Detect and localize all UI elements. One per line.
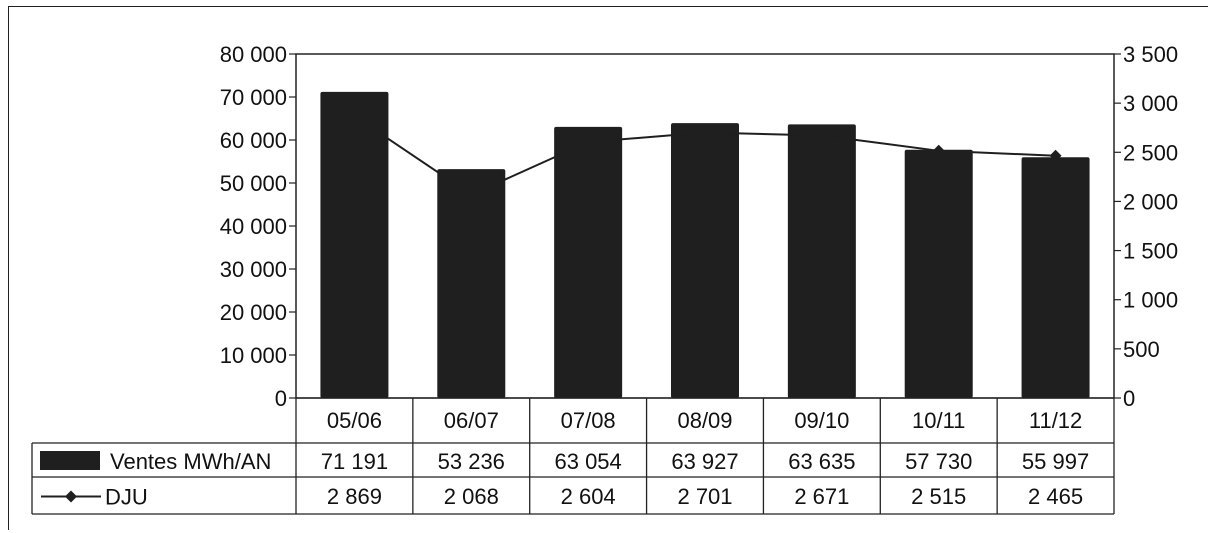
bar-value-label: 63 927 (671, 449, 738, 474)
dju-value-label: 2 701 (677, 484, 732, 509)
bar-value-label: 71 191 (321, 449, 388, 474)
category-label: 09/10 (794, 408, 849, 433)
data-table: 05/06 06/07 07/08 08/09 09/10 10/11 11/12 Vente… (31, 397, 1115, 515)
right-tick-label: 3 000 (1123, 91, 1178, 116)
right-tick-label: 0 (1123, 386, 1135, 411)
combo-chart: 0 10 000 20 000 30 000 40 000 50 000 60 000 70 … (31, 42, 1178, 515)
category-label: 06/07 (444, 408, 499, 433)
bar-value-label: 53 236 (438, 449, 505, 474)
category-label: 10/11 (912, 408, 965, 433)
left-tick-label: 0 (275, 386, 287, 411)
left-tick-label: 60 000 (220, 128, 287, 153)
dju-value-label: 2 515 (911, 484, 966, 509)
dju-value-label: 2 604 (561, 484, 616, 509)
legend-line-marker (65, 490, 77, 503)
bar-07-08 (554, 126, 623, 398)
dju-point-07-08 (582, 136, 595, 149)
dju-point-09-10 (815, 129, 828, 142)
bar-value-label: 55 997 (1022, 449, 1089, 474)
dju-point-11-12 (1049, 149, 1062, 162)
bar-value-label: 63 054 (554, 449, 621, 474)
left-tick-label: 80 000 (220, 42, 287, 67)
left-tick-label: 40 000 (220, 214, 287, 239)
dju-point-10-11 (932, 144, 945, 157)
bar-value-label: 57 730 (905, 449, 972, 474)
right-tick-label: 1 000 (1123, 288, 1178, 313)
dju-point-08-09 (699, 126, 711, 139)
dju-point-06-07 (465, 188, 478, 201)
category-label: 11/12 (1029, 408, 1082, 433)
dju-point-05-06 (348, 110, 361, 123)
bar-10-11 (904, 149, 973, 398)
dju-value-label: 2 068 (444, 484, 499, 509)
bar-06-07 (437, 169, 506, 398)
chart-frame: 0 10 000 20 000 30 000 40 000 50 000 60 000 70 … (8, 6, 1208, 530)
dju-value-label: 2 869 (327, 484, 382, 509)
bar-05-06 (320, 91, 389, 399)
left-tick-label: 20 000 (220, 300, 287, 325)
bar-value-label: 63 635 (788, 449, 855, 474)
right-tick-label: 500 (1123, 337, 1160, 362)
legend-bar-label: Ventes MWh/AN (110, 449, 271, 474)
bar-11-12 (1021, 157, 1090, 398)
legend-bar-key (40, 451, 100, 470)
left-tick-label: 50 000 (220, 171, 287, 196)
right-tick-label: 3 500 (1123, 42, 1178, 67)
left-tick-label: 30 000 (220, 257, 287, 282)
left-tick-label: 70 000 (220, 85, 287, 110)
tick-labels: 0 10 000 20 000 30 000 40 000 50 000 60 000 70 … (220, 42, 1178, 411)
dju-value-label: 2 671 (794, 484, 849, 509)
right-tick-label: 2 500 (1123, 140, 1178, 165)
legend-line-label: DJU (105, 485, 148, 510)
dju-value-label: 2 465 (1028, 484, 1083, 509)
bar-08-09 (671, 123, 739, 399)
left-tick-label: 10 000 (220, 343, 287, 368)
bar-09-10 (787, 124, 856, 398)
right-tick-label: 1 500 (1123, 239, 1178, 264)
line-series (348, 110, 1062, 201)
category-label: 08/09 (677, 408, 732, 433)
bars (320, 91, 1090, 399)
right-tick-label: 2 000 (1123, 189, 1178, 214)
category-label: 07/08 (561, 408, 616, 433)
category-label: 05/06 (327, 408, 382, 433)
